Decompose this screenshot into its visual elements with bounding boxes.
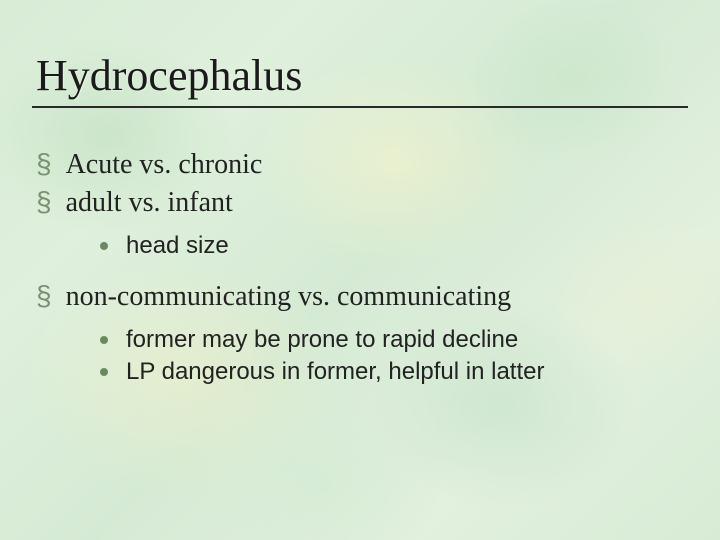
bullet-text: head size [126,232,229,260]
bullet-item: § Acute vs. chronic [36,148,262,181]
section-bullet-icon: § [36,148,52,180]
section-bullet-icon: § [36,280,52,312]
sub-bullet-item: LP dangerous in former, helpful in latte… [100,358,544,386]
bullet-text: non-communicating vs. communicating [66,281,512,313]
slide-title: Hydrocephalus [36,50,302,101]
bullet-text: former may be prone to rapid decline [126,326,518,354]
dot-bullet-icon [100,336,108,344]
section-bullet-icon: § [36,186,52,218]
bullet-item: § adult vs. infant [36,186,233,219]
slide: Hydrocephalus § Acute vs. chronic § adul… [0,0,720,540]
sub-bullet-item: head size [100,232,229,260]
sub-bullet-item: former may be prone to rapid decline [100,326,518,354]
title-underline [32,106,688,108]
bullet-text: LP dangerous in former, helpful in latte… [126,358,544,386]
dot-bullet-icon [100,368,108,376]
bullet-text: adult vs. infant [66,187,233,219]
dot-bullet-icon [100,242,108,250]
bullet-item: § non-communicating vs. communicating [36,280,511,313]
bullet-text: Acute vs. chronic [66,149,263,181]
